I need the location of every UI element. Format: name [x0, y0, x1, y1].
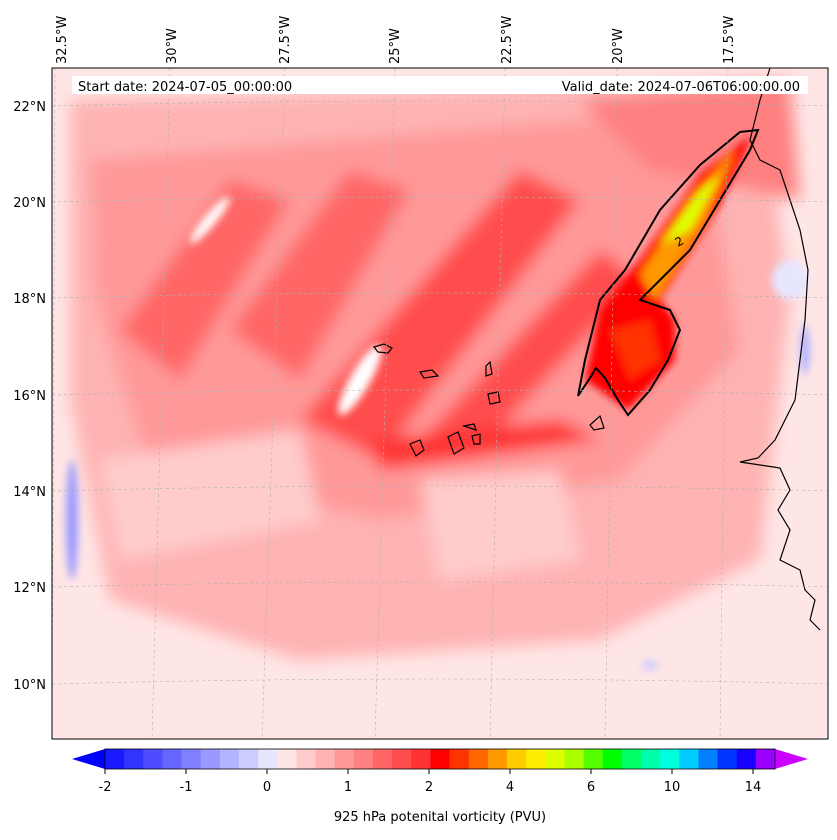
colorbar-tick-label: -1	[180, 780, 193, 795]
colorbar-label: 925 hPa potenital vorticity (PVU)	[334, 810, 546, 825]
colorbar-segment	[143, 749, 163, 769]
map-frame	[51, 67, 829, 740]
colorbar-segment	[258, 749, 278, 769]
graticule	[52, 68, 828, 739]
lat-label: 10°N	[13, 678, 46, 693]
colorbar-segment	[373, 749, 393, 769]
colorbar-tick-label: 6	[587, 780, 595, 795]
lon-label: 20°W	[611, 28, 626, 64]
colorbar-segment	[660, 749, 680, 769]
colorbar-segment	[105, 749, 125, 769]
colorbar-segment	[736, 749, 757, 769]
colorbar-tick-label: 4	[506, 780, 514, 795]
colorbar-segment	[239, 749, 259, 769]
lon-label: 30°W	[165, 28, 180, 64]
colorbar-segment	[526, 749, 546, 769]
colorbar-segment	[641, 749, 661, 769]
colorbar-segments	[105, 749, 776, 769]
colorbar-segment	[583, 749, 604, 769]
latitude-labels: 22°N 20°N 18°N 16°N 14°N 12°N 10°N	[13, 100, 46, 693]
colorbar-segment	[277, 749, 297, 769]
colorbar-segment	[698, 749, 719, 769]
valid-date-label: Valid_date: 2024-07-06T06:00:00.00	[562, 80, 800, 95]
lat-label: 12°N	[13, 581, 46, 596]
colorbar-segment	[315, 749, 336, 769]
lat-label: 16°N	[13, 389, 46, 404]
pv-field: 2	[52, 68, 828, 739]
colorbar-segment	[468, 749, 489, 769]
colorbar-segment	[487, 749, 508, 769]
colorbar-tick-label: 10	[664, 780, 681, 795]
colorbar-segment	[717, 749, 738, 769]
colorbar-tick-label: -2	[99, 780, 112, 795]
colorbar-segment	[602, 749, 623, 769]
start-date-label: Start date: 2024-07-05_00:00:00	[78, 80, 292, 95]
colorbar-over-arrow	[775, 749, 808, 769]
colorbar-segment	[296, 749, 317, 769]
colorbar-segment	[162, 749, 183, 769]
colorbar: -2 -1 0 1 2 4 6 10 14 925 hPa potenital …	[72, 748, 808, 825]
contour-2pvu	[577, 128, 760, 417]
colorbar-segment	[392, 749, 412, 769]
lat-label: 20°N	[13, 196, 46, 211]
colorbar-tick-label: 2	[425, 780, 433, 795]
colorbar-ticks: -2 -1 0 1 2 4 6 10 14	[99, 769, 762, 795]
cape-verde-islands	[372, 343, 605, 457]
colorbar-segment	[124, 749, 144, 769]
coastline	[739, 68, 821, 631]
longitude-labels: 32.5°W 30°W 27.5°W 25°W 22.5°W 20°W 17.5…	[55, 16, 737, 64]
colorbar-segment	[181, 749, 202, 769]
colorbar-tick-label: 0	[263, 780, 271, 795]
lon-label: 25°W	[388, 28, 403, 64]
colorbar-segment	[449, 749, 470, 769]
colorbar-segment	[679, 749, 699, 769]
colorbar-tick-label: 1	[344, 780, 352, 795]
colorbar-segment	[353, 749, 374, 769]
colorbar-segment	[564, 749, 585, 769]
colorbar-segment	[755, 749, 776, 769]
colorbar-segment	[430, 749, 451, 769]
colorbar-under-arrow	[72, 749, 105, 769]
lon-label: 17.5°W	[722, 16, 737, 64]
lat-label: 14°N	[13, 485, 46, 500]
colorbar-segment	[411, 749, 431, 769]
colorbar-segment	[545, 749, 565, 769]
lat-label: 22°N	[13, 100, 46, 115]
colorbar-segment	[200, 749, 221, 769]
lon-label: 22.5°W	[500, 16, 515, 64]
colorbar-tick-label: 14	[745, 780, 762, 795]
colorbar-segment	[507, 749, 527, 769]
colorbar-segment	[621, 749, 642, 769]
lon-label: 27.5°W	[278, 16, 293, 64]
colorbar-segment	[219, 749, 240, 769]
lat-label: 18°N	[13, 292, 46, 307]
lon-label: 32.5°W	[55, 16, 70, 64]
colorbar-segment	[334, 749, 355, 769]
